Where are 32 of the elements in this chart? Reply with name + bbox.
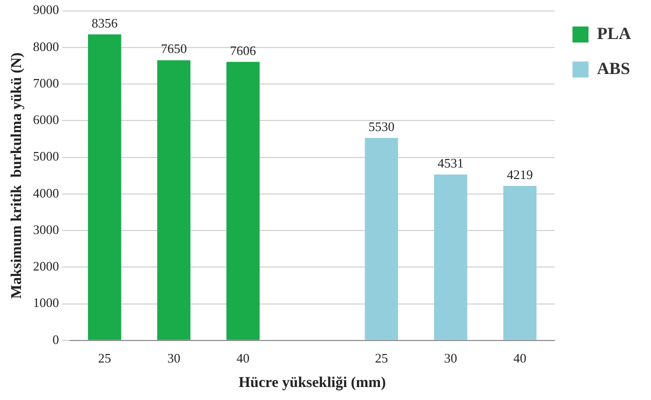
y-tick-label: 5000	[33, 148, 59, 164]
x-tick-label: 40	[513, 350, 526, 366]
y-axis-title: Maksimum kritik burkulma yükü (N)	[8, 52, 25, 299]
legend-label: PLA	[597, 24, 632, 43]
bar	[157, 60, 190, 340]
y-tick-label: 8000	[33, 38, 59, 54]
data-label: 4219	[506, 166, 533, 182]
legend-label: ABS	[597, 58, 630, 78]
y-tick-label: 9000	[33, 2, 59, 18]
data-label: 7650	[160, 41, 187, 56]
data-label: 5530	[368, 118, 394, 134]
x-tick-label: 30	[444, 350, 458, 366]
bar	[88, 34, 122, 340]
data-label: 4531	[438, 155, 464, 170]
y-tick-label: 3000	[33, 222, 59, 237]
bar	[226, 62, 260, 340]
x-tick-label: 30	[167, 350, 180, 366]
x-tick-label: 25	[98, 350, 112, 366]
y-tick-label: 7000	[33, 75, 59, 90]
y-tick-label: 4000	[33, 185, 59, 200]
y-tick-label: 0	[52, 332, 59, 347]
bar	[434, 174, 468, 340]
x-axis-title: Hücre yüksekliği (mm)	[238, 374, 386, 391]
y-tick-label: 1000	[33, 295, 59, 310]
y-tick-label: 2000	[33, 258, 59, 274]
x-tick-label: 40	[236, 350, 250, 366]
bar	[364, 138, 398, 340]
x-tick-label: 25	[374, 350, 388, 366]
y-tick-label: 6000	[33, 112, 59, 128]
bar	[503, 186, 537, 340]
data-label: 7606	[230, 42, 257, 58]
data-label: 8356	[92, 15, 118, 30]
